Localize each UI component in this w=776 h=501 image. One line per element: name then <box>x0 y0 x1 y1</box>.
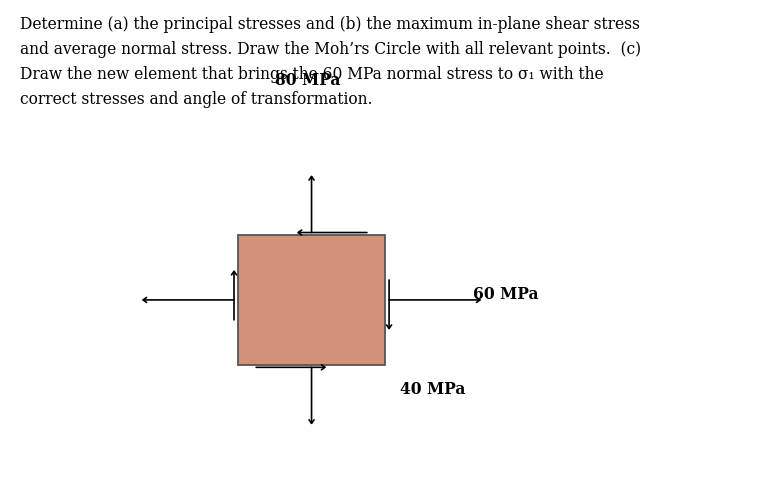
Text: 80 MPa: 80 MPa <box>275 72 341 89</box>
Text: Determine (a) the principal stresses and (b) the maximum in-plane shear stress
a: Determine (a) the principal stresses and… <box>20 17 641 108</box>
Text: 60 MPa: 60 MPa <box>473 286 538 302</box>
Text: 40 MPa: 40 MPa <box>400 380 466 397</box>
Bar <box>237 235 386 365</box>
